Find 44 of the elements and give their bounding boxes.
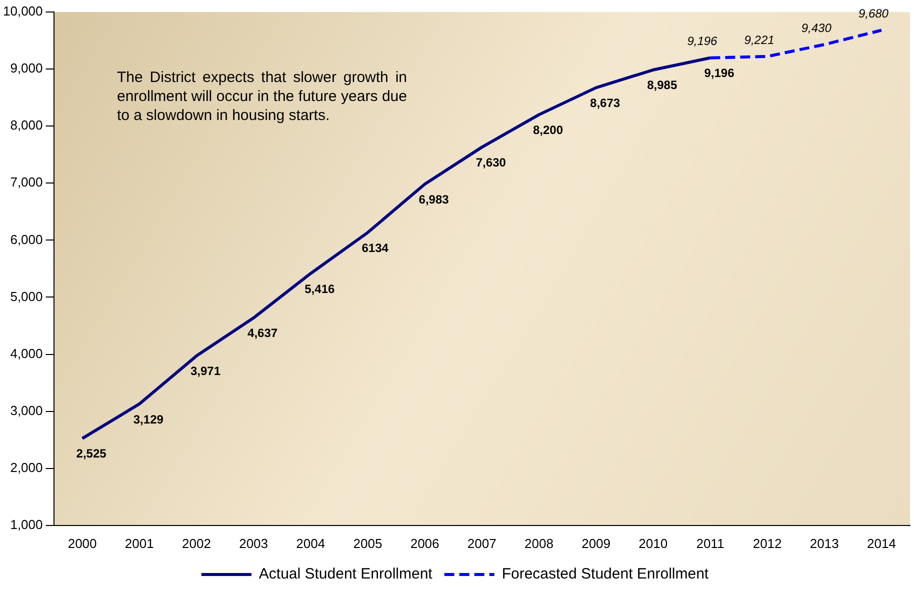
data-label: 9,196: [704, 66, 735, 80]
data-label: 8,985: [647, 78, 678, 92]
y-tick-label: 8,000: [10, 118, 43, 133]
y-tick-label: 1,000: [10, 516, 43, 532]
y-tick-label: 7,000: [10, 174, 43, 190]
data-label: 9,196: [687, 34, 718, 48]
data-label: 3,971: [190, 364, 221, 378]
x-tick-label: 2001: [124, 536, 154, 551]
data-label: 5,416: [304, 282, 335, 296]
x-tick-label: 2004: [296, 536, 326, 551]
data-label: 8,673: [590, 96, 620, 110]
x-tick-label: 2006: [410, 536, 440, 551]
data-label: 4,637: [248, 326, 278, 340]
y-tick-label: 2,000: [10, 460, 43, 475]
data-label: 7,630: [476, 156, 506, 170]
x-tick-label: 2014: [867, 536, 896, 551]
x-tick-label: 2013: [810, 536, 839, 551]
x-tick-label: 2005: [353, 536, 382, 551]
y-tick-label: 3,000: [10, 402, 43, 418]
legend-label: Actual Student Enrollment: [258, 566, 434, 583]
data-label: 9,680: [858, 6, 889, 21]
data-label: 2,525: [76, 446, 107, 461]
data-label: 9,221: [744, 32, 774, 47]
y-tick-label: 6,000: [10, 232, 43, 247]
annotation: The District expects that slower growth in enrollment will occur in the future years due to a slowdown in housing starts.: [117, 68, 407, 125]
x-tick-label: 2002: [182, 536, 211, 551]
y-tick-label: 9,000: [10, 60, 43, 76]
data-label: 6,983: [418, 192, 450, 206]
data-label: 8,200: [532, 122, 564, 137]
data-label: 6134: [362, 240, 389, 255]
x-tick-label: 2010: [638, 536, 668, 551]
x-tick-label: 2003: [239, 536, 268, 551]
x-tick-label: 2009: [582, 536, 611, 551]
y-tick-label: 5,000: [10, 288, 43, 304]
y-tick-label: 4,000: [10, 346, 43, 361]
data-label: 9,430: [801, 20, 832, 35]
x-tick-label: 2012: [752, 536, 782, 551]
x-tick-label: 2007: [467, 536, 496, 551]
x-tick-label: 2000: [68, 536, 97, 551]
y-tick-label: 10,000: [2, 4, 43, 19]
data-label: 3,129: [133, 412, 164, 426]
x-tick-label: 2008: [524, 536, 554, 551]
legend-label: Forecasted Student Enrollment: [502, 566, 710, 583]
x-tick-label: 2011: [696, 536, 724, 551]
